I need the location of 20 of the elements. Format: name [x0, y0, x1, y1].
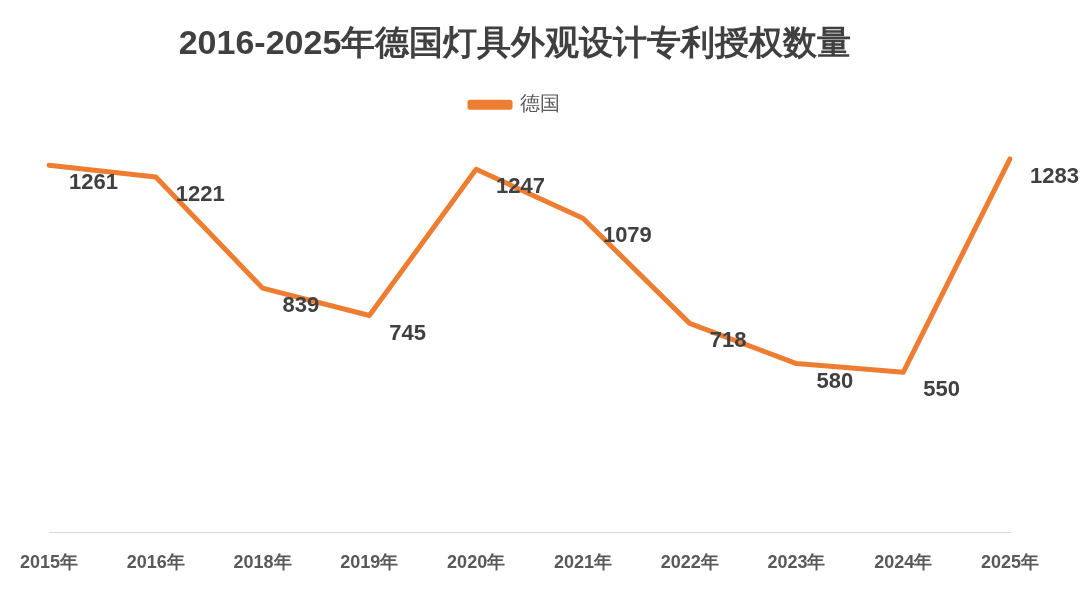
x-tick-label: 2022年 [660, 552, 719, 573]
x-tick-label: 2025年 [980, 552, 1040, 573]
x-tick-label: 2018年 [233, 552, 292, 573]
data-label: 550 [923, 376, 960, 402]
data-label: 745 [389, 319, 427, 345]
legend-label: 德国 [520, 91, 560, 115]
chart-title: 2016-2025年德国灯具外观设计专利授权数量 [178, 22, 852, 61]
data-label: 1079 [602, 222, 652, 248]
x-tick-label: 2015年 [20, 552, 79, 573]
x-tick-label: 2023年 [767, 552, 826, 573]
data-label: 1261 [69, 169, 118, 195]
data-label: 839 [282, 292, 320, 318]
x-tick-label: 2016年 [126, 552, 185, 573]
data-label: 1221 [175, 180, 225, 206]
x-tick-label: 2021年 [553, 552, 612, 573]
x-tick-label: 2019年 [340, 552, 399, 573]
data-label: 580 [816, 367, 854, 393]
data-label: 1283 [1030, 162, 1079, 188]
x-tick-label: 2024年 [874, 552, 933, 573]
x-tick-label: 2020年 [447, 552, 506, 573]
